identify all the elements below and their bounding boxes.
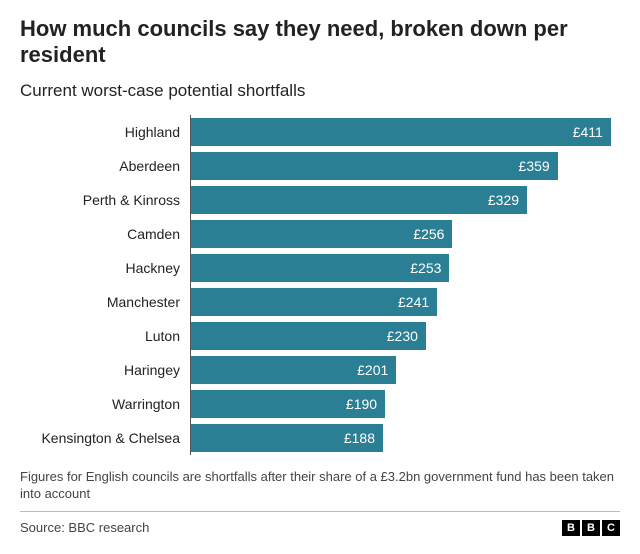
bar-track: £359 bbox=[190, 149, 620, 183]
chart-title: How much councils say they need, broken … bbox=[20, 16, 620, 69]
bbc-logo-box: B bbox=[562, 520, 580, 536]
bar: £190 bbox=[191, 390, 385, 418]
bar-track: £411 bbox=[190, 115, 620, 149]
source-text: Source: BBC research bbox=[20, 520, 149, 535]
bar-label: Haringey bbox=[20, 362, 190, 378]
bar-label: Camden bbox=[20, 226, 190, 242]
bar-label: Perth & Kinross bbox=[20, 192, 190, 208]
bar-row: Hackney£253 bbox=[20, 251, 620, 285]
bar-track: £329 bbox=[190, 183, 620, 217]
source-row: Source: BBC research BBC bbox=[20, 520, 620, 536]
chart-subtitle: Current worst-case potential shortfalls bbox=[20, 81, 620, 101]
bbc-logo: BBC bbox=[562, 520, 620, 536]
bar-chart: Highland£411Aberdeen£359Perth & Kinross£… bbox=[20, 115, 620, 455]
bar: £241 bbox=[191, 288, 437, 316]
bar-label: Highland bbox=[20, 124, 190, 140]
bar-track: £201 bbox=[190, 353, 620, 387]
bar: £329 bbox=[191, 186, 527, 214]
bar-label: Aberdeen bbox=[20, 158, 190, 174]
bbc-logo-box: B bbox=[582, 520, 600, 536]
bar-row: Luton£230 bbox=[20, 319, 620, 353]
bar-row: Aberdeen£359 bbox=[20, 149, 620, 183]
bar-track: £256 bbox=[190, 217, 620, 251]
bar-label: Hackney bbox=[20, 260, 190, 276]
chart-footnote: Figures for English councils are shortfa… bbox=[20, 469, 620, 503]
bar-row: Kensington & Chelsea£188 bbox=[20, 421, 620, 455]
bar-track: £230 bbox=[190, 319, 620, 353]
bar: £230 bbox=[191, 322, 426, 350]
bar-track: £188 bbox=[190, 421, 620, 455]
bar-track: £190 bbox=[190, 387, 620, 421]
bar-row: Highland£411 bbox=[20, 115, 620, 149]
bar: £359 bbox=[191, 152, 558, 180]
bar-row: Haringey£201 bbox=[20, 353, 620, 387]
bar-row: Camden£256 bbox=[20, 217, 620, 251]
bar-track: £253 bbox=[190, 251, 620, 285]
bar-label: Luton bbox=[20, 328, 190, 344]
bar-label: Manchester bbox=[20, 294, 190, 310]
bar: £256 bbox=[191, 220, 452, 248]
divider bbox=[20, 511, 620, 512]
bar-label: Kensington & Chelsea bbox=[20, 430, 190, 446]
bar: £253 bbox=[191, 254, 449, 282]
bar-row: Manchester£241 bbox=[20, 285, 620, 319]
bar-label: Warrington bbox=[20, 396, 190, 412]
bar-track: £241 bbox=[190, 285, 620, 319]
bar: £201 bbox=[191, 356, 396, 384]
bbc-logo-box: C bbox=[602, 520, 620, 536]
bar: £411 bbox=[191, 118, 611, 146]
bar: £188 bbox=[191, 424, 383, 452]
chart-card: How much councils say they need, broken … bbox=[0, 0, 640, 554]
bar-row: Perth & Kinross£329 bbox=[20, 183, 620, 217]
bar-row: Warrington£190 bbox=[20, 387, 620, 421]
